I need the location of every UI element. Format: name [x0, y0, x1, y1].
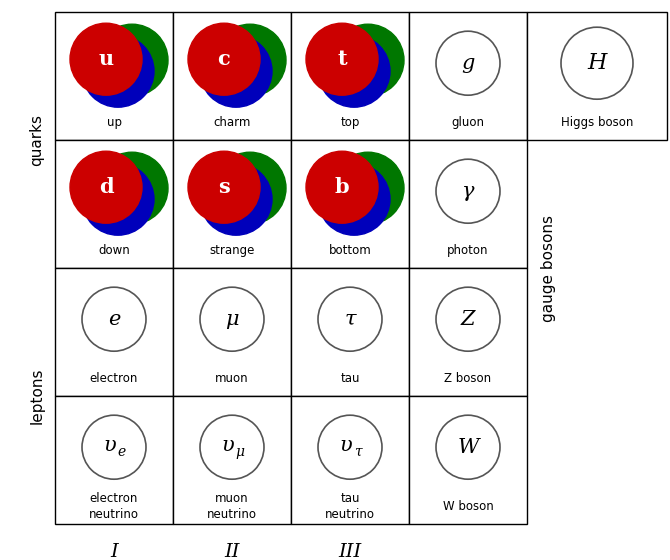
Text: electron: electron: [90, 372, 138, 385]
Text: Higgs boson: Higgs boson: [561, 115, 633, 129]
Bar: [291, 12, 409, 140]
Text: gluon: gluon: [452, 115, 484, 129]
Text: υ: υ: [222, 436, 234, 455]
Circle shape: [200, 163, 272, 235]
Text: muon: muon: [215, 372, 249, 385]
Circle shape: [200, 35, 272, 107]
Bar: [409, 268, 527, 396]
Text: H: H: [588, 52, 607, 74]
Text: e: e: [108, 310, 120, 329]
Text: g: g: [462, 54, 474, 73]
Bar: [291, 268, 409, 396]
Text: τ: τ: [354, 445, 362, 459]
Bar: [173, 140, 291, 268]
Bar: [55, 12, 173, 140]
Circle shape: [70, 151, 142, 223]
Text: leptons: leptons: [29, 368, 44, 424]
Circle shape: [188, 151, 260, 223]
Text: gauge bosons: gauge bosons: [541, 214, 557, 321]
Circle shape: [70, 23, 142, 95]
Text: Z boson: Z boson: [444, 372, 492, 385]
Bar: [55, 140, 173, 268]
Text: top: top: [340, 115, 360, 129]
Circle shape: [96, 152, 168, 224]
Bar: [409, 12, 527, 140]
Text: muon
neutrino: muon neutrino: [207, 492, 257, 521]
Circle shape: [306, 23, 378, 95]
Text: u: u: [98, 49, 113, 69]
Circle shape: [214, 152, 286, 224]
Text: e: e: [118, 445, 126, 459]
Bar: [527, 12, 667, 140]
Text: υ: υ: [104, 436, 117, 455]
Bar: [55, 396, 173, 524]
Text: tau
neutrino: tau neutrino: [325, 492, 375, 521]
Text: bottom: bottom: [328, 244, 371, 256]
Text: quarks: quarks: [29, 114, 44, 166]
Text: W: W: [457, 438, 479, 457]
Text: μ: μ: [225, 310, 239, 329]
Text: strange: strange: [209, 244, 255, 256]
Text: down: down: [98, 244, 130, 256]
Bar: [173, 268, 291, 396]
Bar: [173, 396, 291, 524]
Circle shape: [318, 163, 390, 235]
Text: charm: charm: [213, 115, 251, 129]
Circle shape: [214, 24, 286, 96]
Circle shape: [96, 24, 168, 96]
Text: photon: photon: [448, 244, 488, 256]
Text: I: I: [110, 543, 118, 560]
Bar: [409, 140, 527, 268]
Text: s: s: [218, 177, 230, 197]
Circle shape: [188, 23, 260, 95]
Circle shape: [332, 24, 404, 96]
Text: c: c: [218, 49, 230, 69]
Circle shape: [82, 163, 154, 235]
Circle shape: [332, 152, 404, 224]
Text: υ: υ: [340, 436, 352, 455]
Text: d: d: [98, 177, 113, 197]
Text: τ: τ: [344, 310, 356, 329]
Text: up: up: [107, 115, 121, 129]
Bar: [409, 396, 527, 524]
Bar: [55, 268, 173, 396]
Text: III: III: [338, 543, 362, 560]
Text: b: b: [335, 177, 349, 197]
Circle shape: [306, 151, 378, 223]
Text: Z: Z: [461, 310, 475, 329]
Bar: [173, 12, 291, 140]
Text: W boson: W boson: [443, 500, 493, 512]
Text: II: II: [224, 543, 240, 560]
Bar: [291, 140, 409, 268]
Text: t: t: [337, 49, 347, 69]
Circle shape: [82, 35, 154, 107]
Text: tau: tau: [340, 372, 360, 385]
Bar: [291, 396, 409, 524]
Text: μ: μ: [235, 445, 245, 459]
Text: electron
neutrino: electron neutrino: [89, 492, 139, 521]
Circle shape: [318, 35, 390, 107]
Text: γ: γ: [462, 181, 474, 200]
